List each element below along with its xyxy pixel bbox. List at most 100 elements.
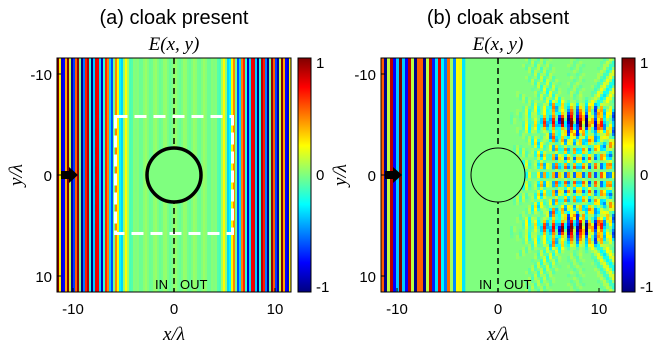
heatmap-cell [459, 259, 463, 263]
heatmap-cell [600, 97, 604, 101]
heatmap-cell [576, 76, 580, 80]
heatmap-cell [420, 106, 424, 110]
heatmap-cell [576, 124, 580, 128]
heatmap-cell [459, 124, 463, 128]
heatmap-cell [429, 82, 433, 86]
heatmap-cell [567, 181, 571, 185]
heatmap-cell [600, 262, 604, 266]
heatmap-cell [441, 211, 445, 215]
heatmap-cell [450, 172, 454, 176]
heatmap-cell [402, 97, 406, 101]
heatmap-cell [456, 154, 460, 158]
heatmap-cell [390, 169, 394, 173]
heatmap-cell [423, 229, 427, 233]
heatmap-cell [441, 136, 445, 140]
heatmap-cell [405, 64, 409, 68]
heatmap-cell [597, 208, 601, 212]
heatmap-cell [387, 289, 391, 292]
heatmap-cell [456, 76, 460, 80]
heatmap-cell [396, 259, 400, 263]
heatmap-cell [543, 67, 547, 71]
heatmap-cell [585, 142, 589, 146]
heatmap-cell [531, 106, 535, 110]
heatmap-cell [384, 115, 388, 119]
heatmap-cell [543, 247, 547, 251]
heatmap-cell [462, 58, 466, 62]
heatmap-cell [381, 190, 385, 194]
heatmap-cell [447, 115, 451, 119]
heatmap-cell [429, 250, 433, 254]
heatmap-cell [405, 271, 409, 275]
heatmap-cell [459, 97, 463, 101]
heatmap-cell [522, 199, 526, 203]
heatmap-cell [588, 238, 592, 242]
heatmap-cell [564, 148, 568, 152]
heatmap-cell [534, 247, 538, 251]
heatmap-cell [441, 79, 445, 83]
heatmap-cell [591, 211, 595, 215]
heatmap-cell [402, 154, 406, 158]
heatmap-cell [594, 238, 598, 242]
heatmap-cell [543, 157, 547, 161]
heatmap-cell [432, 157, 436, 161]
heatmap-cell [381, 289, 385, 292]
heatmap-cell [381, 283, 385, 287]
heatmap-cell [597, 136, 601, 140]
heatmap-cell [411, 154, 415, 158]
heatmap-cell [537, 196, 541, 200]
heatmap-cell [423, 241, 427, 245]
heatmap-cell [450, 286, 454, 290]
heatmap-cell [609, 268, 613, 272]
heatmap-cell [462, 88, 466, 92]
heatmap-cell [531, 226, 535, 230]
heatmap-cell [203, 58, 206, 292]
heatmap-cell [417, 130, 421, 134]
heatmap-cell [423, 274, 427, 278]
heatmap-cell [597, 103, 601, 107]
heatmap-cell [387, 205, 391, 209]
heatmap-cell [111, 58, 114, 292]
heatmap-cell [402, 151, 406, 155]
heatmap-cell [573, 253, 577, 257]
heatmap-cell [603, 199, 607, 203]
heatmap-cell [393, 148, 397, 152]
heatmap-cell [591, 217, 595, 221]
heatmap-cell [438, 61, 442, 65]
heatmap-cell [444, 100, 448, 104]
heatmap-cell [399, 220, 403, 224]
heatmap-cell [450, 283, 454, 287]
heatmap-cell [417, 262, 421, 266]
heatmap-cell [393, 187, 397, 191]
heatmap-cell [606, 91, 610, 95]
heatmap-cell [597, 211, 601, 215]
heatmap-cell [387, 82, 391, 86]
panel-b-cbar-tick: -1 [640, 279, 653, 296]
heatmap-cell [606, 136, 610, 140]
heatmap-cell [453, 100, 457, 104]
heatmap-cell [432, 238, 436, 242]
heatmap-cell [414, 127, 418, 131]
heatmap-cell [561, 118, 565, 122]
heatmap-cell [423, 226, 427, 230]
heatmap-cell [510, 115, 514, 119]
heatmap-cell [447, 250, 451, 254]
heatmap-cell [387, 199, 391, 203]
heatmap-cell [609, 202, 613, 206]
heatmap-cell [441, 253, 445, 257]
heatmap-cell [531, 289, 535, 292]
heatmap-cell [603, 265, 607, 269]
heatmap-cell [555, 88, 559, 92]
heatmap-cell [450, 175, 454, 179]
heatmap-cell [447, 271, 451, 275]
heatmap-cell [435, 193, 439, 197]
heatmap-cell [408, 148, 412, 152]
heatmap-cell [585, 214, 589, 218]
heatmap-cell [528, 181, 532, 185]
heatmap-cell [558, 181, 562, 185]
heatmap-cell [582, 163, 586, 167]
heatmap-cell [534, 205, 538, 209]
heatmap-cell [447, 124, 451, 128]
heatmap-cell [414, 157, 418, 161]
panel-a-ytick-label: 0 [44, 168, 52, 185]
heatmap-cell [585, 103, 589, 107]
